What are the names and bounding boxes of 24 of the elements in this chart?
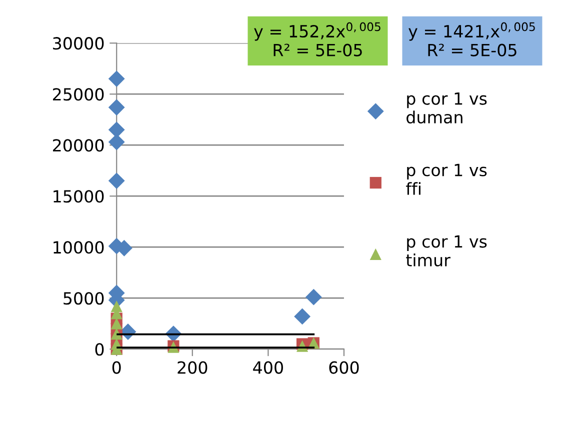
y-tick-label: 0 <box>95 343 104 356</box>
point <box>294 308 311 325</box>
point <box>305 288 322 306</box>
legend-label: p cor 1 vs timur <box>406 235 487 266</box>
point <box>110 318 122 330</box>
annotation: y = 152,2x$^{0,005}$ R² = 5E-05 <box>254 22 380 56</box>
y-tick-label: 25000 <box>52 88 104 101</box>
y-tick-label: 30000 <box>53 37 104 50</box>
text: y = 1421,x$^{0,005}$ R² = 5E-05 <box>408 22 535 56</box>
y-tick-label: 20000 <box>52 139 104 152</box>
y-tick-label: 5000 <box>64 292 104 305</box>
x-tick-label: 600 <box>329 361 359 374</box>
legend-label: p cor 1 vs ffi <box>406 164 487 195</box>
point <box>108 172 125 190</box>
point <box>108 70 125 88</box>
x-tick-label: 400 <box>253 361 283 374</box>
point <box>110 328 122 340</box>
y-tick-label: 15000 <box>54 190 104 203</box>
x-tick-label: 200 <box>178 361 208 374</box>
legend-label: p cor 1 vs duman <box>406 92 487 124</box>
point <box>108 99 125 116</box>
y-tick-label: 10000 <box>54 241 104 254</box>
point <box>108 134 125 150</box>
x-tick-label: 0 <box>112 361 121 374</box>
